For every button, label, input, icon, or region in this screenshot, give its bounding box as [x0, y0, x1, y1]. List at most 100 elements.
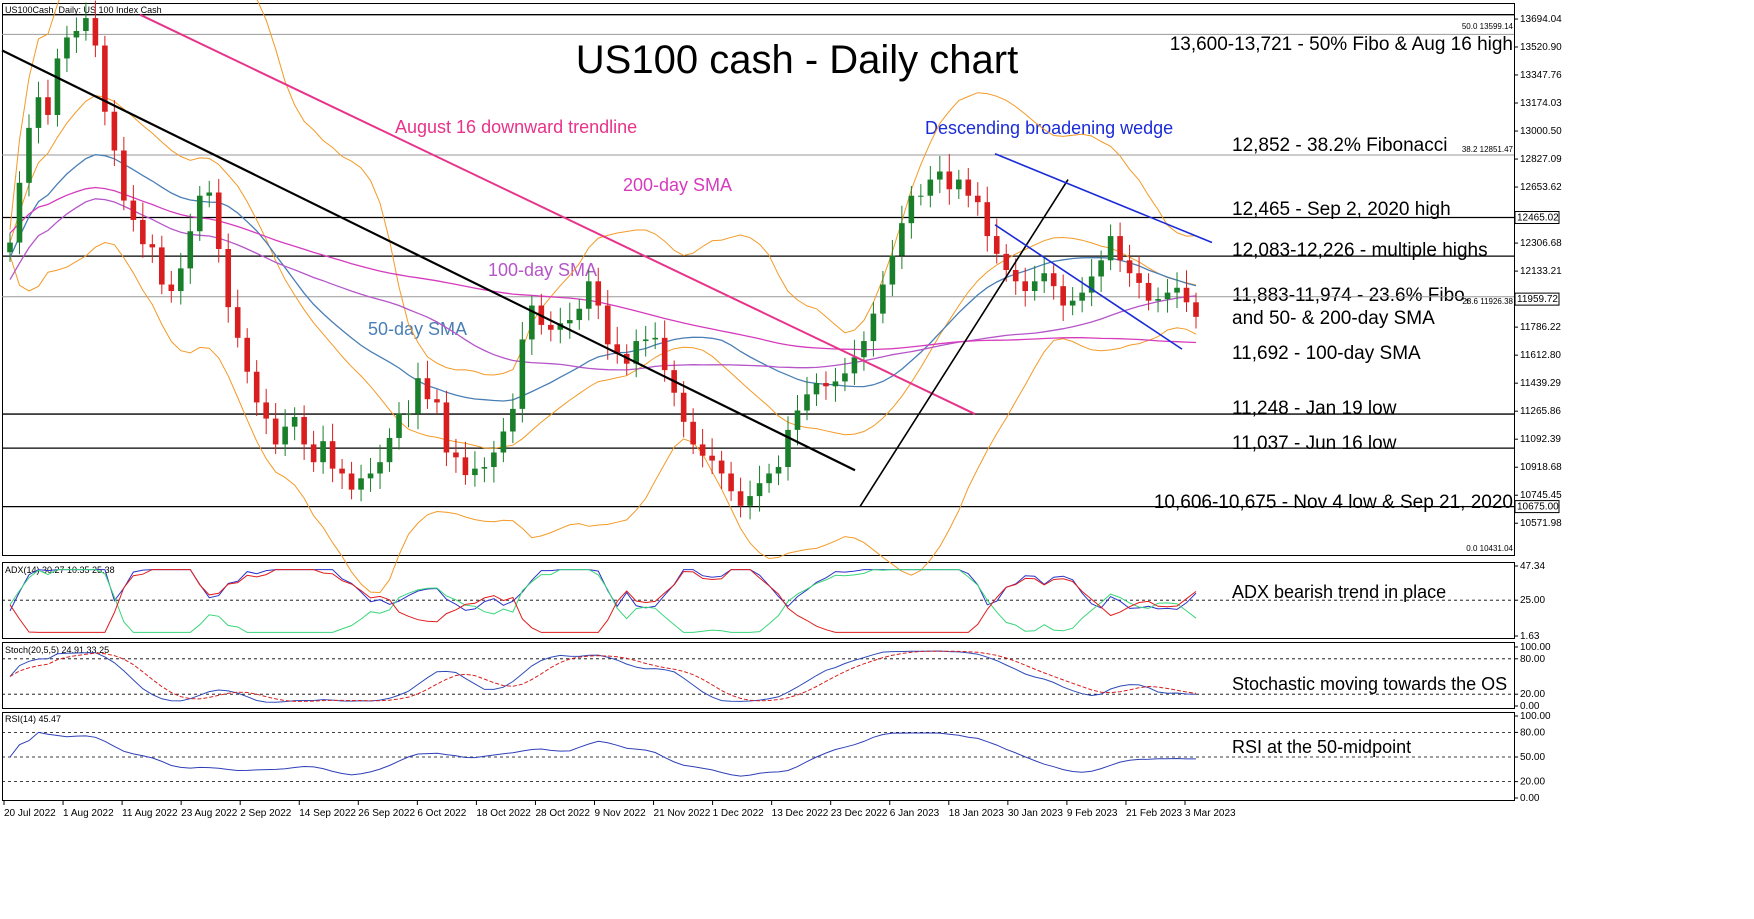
date-tick-label: 1 Aug 2022 [63, 808, 114, 819]
black-downtrend-line [1, 49, 856, 472]
candle-body [225, 249, 232, 308]
chart-marks: 13694.04 13520.90 13347.76 13174.03 13000.50… [1, 0, 1562, 819]
candle-body [92, 18, 99, 46]
indicator-tick-label: 100.00 [1520, 711, 1551, 722]
rsi-line [9, 731, 1196, 777]
candle-body [794, 410, 801, 430]
adx-note: ADX bearish trend in place [1232, 582, 1446, 602]
chart-header: US100Cash, Daily: US 100 Index Cash [5, 5, 162, 15]
candle-body [709, 455, 715, 461]
wedge-upper-line [994, 152, 1213, 244]
sma100-line [9, 198, 1197, 371]
date-tick-label: 6 Oct 2022 [417, 808, 466, 819]
candle-body [652, 337, 658, 340]
price-tick-label: 13000.50 [1520, 126, 1562, 137]
candle-body [842, 373, 848, 382]
date-tick-label: 20 Jul 2022 [4, 808, 56, 819]
candle-body [1136, 273, 1142, 283]
fibo-label-382: 38.2 12851.47 [1462, 145, 1514, 154]
annotation-labels: August 16 downward trendline 200-day SMA… [368, 117, 1173, 339]
candle-body [111, 111, 118, 151]
candle-body [529, 305, 535, 340]
price-tick-label: 11786.22 [1520, 322, 1561, 333]
candle-body [861, 341, 867, 358]
candle-body [1088, 276, 1095, 293]
price-tick-label: 10571.98 [1520, 518, 1562, 529]
candle-body [301, 416, 307, 445]
level-label-11037: 11,037 - Jun 16 low [1232, 433, 1397, 454]
aug16-trendline-label: August 16 downward trendline [395, 117, 637, 137]
level-label-11883: and 50- & 200-day SMA [1232, 308, 1435, 329]
date-tick-label: 26 Sep 2022 [358, 808, 415, 819]
candle-body [159, 247, 165, 285]
candle-body [823, 383, 829, 387]
price-box-label: 12465.02 [1517, 213, 1559, 224]
candle-body [491, 452, 497, 468]
candle-body [443, 402, 450, 453]
candle-body [54, 58, 61, 115]
candle-body [168, 284, 175, 291]
candle-body [1012, 270, 1019, 282]
candle-body [1079, 292, 1085, 301]
candle-body [348, 473, 355, 490]
uptrend-line [859, 179, 1069, 508]
candle-body [26, 127, 32, 183]
plus-di-line [9, 569, 1197, 633]
price-tick-label: 10918.68 [1520, 462, 1562, 473]
date-tick-label: 23 Dec 2022 [831, 808, 888, 819]
date-tick-label: 21 Nov 2022 [654, 808, 711, 819]
price-box [1514, 211, 1560, 225]
price-tick-label: 11612.80 [1520, 350, 1561, 361]
price-tick-label: 10745.45 [1520, 490, 1562, 501]
main-panel [2, 3, 1515, 556]
price-tick-label: 13174.03 [1520, 98, 1562, 109]
candle-body [1193, 302, 1199, 317]
date-tick-label: 3 Mar 2023 [1185, 808, 1236, 819]
candle-body [974, 195, 981, 203]
candle-body [1126, 260, 1133, 274]
candle-body [1145, 282, 1152, 301]
candle-body [16, 182, 23, 243]
adx-line [9, 569, 1197, 612]
indicator-tick-label: 0.00 [1520, 793, 1540, 804]
candle-body [149, 244, 156, 248]
candle-body [937, 171, 943, 180]
price-tick-label: 11265.86 [1520, 406, 1561, 417]
candle-body [984, 202, 991, 237]
candle-body [472, 468, 478, 476]
sma100-label: 100-day SMA [488, 260, 597, 280]
candle-body [918, 195, 924, 197]
candle-body [718, 460, 725, 474]
candle-body [775, 467, 782, 474]
candle-body [481, 467, 488, 469]
level-label-13721: 13,600-13,721 - 50% Fibo & Aug 16 high [1170, 34, 1513, 55]
candle-body [73, 30, 80, 38]
stoch-title: Stoch(20,5,5) 24.91 33.25 [5, 645, 109, 655]
level-label-10675: 10,606-10,675 - Nov 4 low & Sep 21, 2020 [1154, 492, 1513, 513]
date-tick-label: 13 Dec 2022 [772, 808, 829, 819]
candle-body [804, 394, 810, 411]
price-box-label: 11959.72 [1517, 294, 1558, 305]
candle-body [339, 468, 345, 474]
wedge-label: Descending broadening wedge [925, 118, 1173, 138]
candle-body [1164, 292, 1171, 300]
indicator-tick-label: 80.00 [1520, 654, 1545, 665]
candle-body [642, 339, 649, 342]
date-tick-label: 23 Aug 2022 [181, 808, 238, 819]
candle-body [965, 179, 972, 196]
candle-body [215, 192, 222, 250]
candle-body [45, 97, 51, 115]
candle-body [310, 444, 317, 463]
sma50-label: 50-day SMA [368, 319, 467, 339]
candle-body [1060, 286, 1066, 306]
date-tick-label: 28 Oct 2022 [535, 808, 590, 819]
level-label-12465: 12,465 - Sep 2, 2020 high [1232, 199, 1451, 220]
date-tick-label: 14 Sep 2022 [299, 808, 356, 819]
candle-body [1041, 273, 1047, 282]
candle-body [130, 200, 137, 220]
candle-body [263, 402, 269, 419]
candle-body [1155, 299, 1161, 301]
candle-body [680, 392, 687, 422]
candle-body [832, 381, 839, 387]
indicator-tick-label: 25.00 [1520, 595, 1545, 606]
